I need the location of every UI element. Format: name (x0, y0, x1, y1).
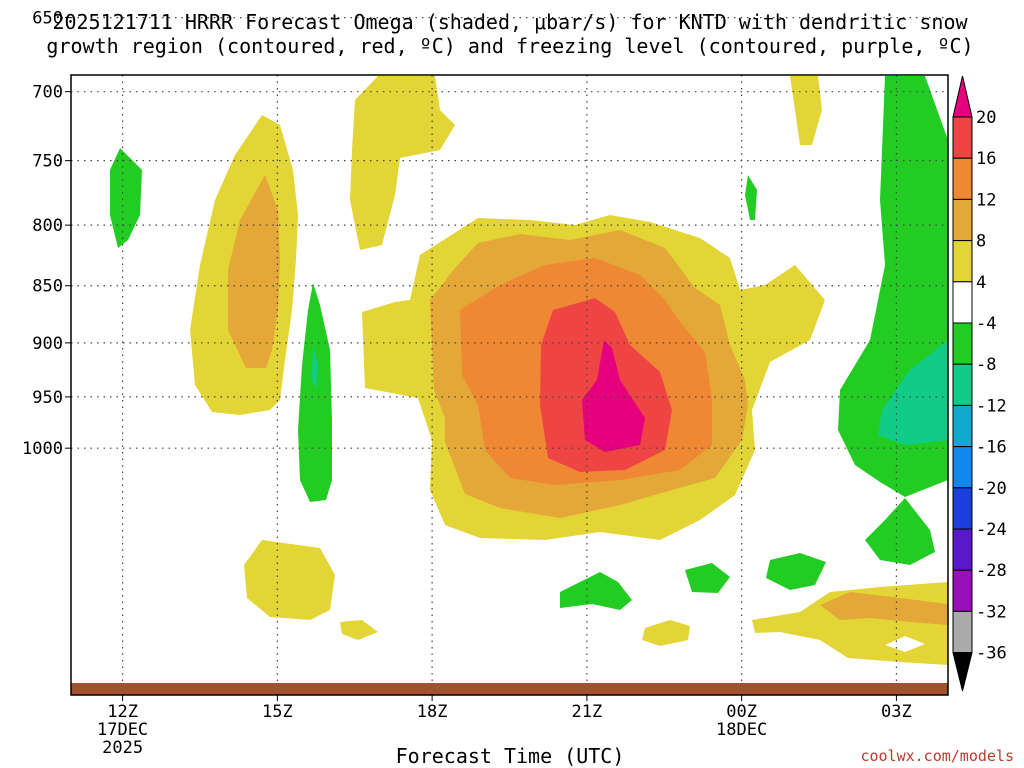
y-tick-label: 700 (32, 83, 63, 103)
x-tick-label: 00Z (726, 702, 757, 722)
y-tick-label: 650 (32, 9, 63, 29)
y-tick-label: 950 (32, 388, 63, 408)
omega-neg-low-d (560, 572, 632, 610)
x-axis-label: Forecast Time (UTC) (396, 744, 625, 768)
colorbar-label: -20 (976, 479, 1007, 499)
x-tick-label: 03Z (881, 702, 912, 722)
colorbar-swatch (952, 363, 973, 406)
colorbar-label: -24 (976, 520, 1007, 540)
omega-neg-small-24z (745, 175, 757, 220)
colorbar-swatch (952, 487, 973, 530)
x-tick-label: 18DEC (716, 720, 767, 740)
colorbar-label: -4 (976, 314, 996, 334)
colorbar-swatch (952, 610, 973, 654)
colorbar-label: -32 (976, 602, 1007, 622)
y-axis: 2503003504004505005506006507007508008509… (22, 9, 71, 459)
x-tick-label: 18Z (417, 702, 448, 722)
omega-lowlevel-hole (885, 636, 925, 652)
omega-band-20 (582, 340, 645, 452)
colorbar-label: -16 (976, 438, 1007, 458)
omega-lowlevel-8 (820, 592, 948, 625)
colorbar-label: 20 (976, 108, 996, 128)
omega-neg-low-c (685, 563, 730, 593)
omega-tiny-blob-2 (642, 620, 690, 646)
omega-neg-right-inner (878, 340, 948, 445)
omega-neg-low-a (865, 498, 935, 565)
colorbar-swatch (952, 198, 973, 242)
colorbar-swatch (952, 404, 973, 448)
y-tick-label: 900 (32, 334, 63, 354)
plot-frame (70, 74, 949, 696)
colorbar-label: 4 (976, 273, 986, 293)
colorbar-label: 16 (976, 149, 996, 169)
x-tick-label: 2025 (102, 738, 143, 758)
colorbar-swatch (952, 569, 973, 612)
chart-title-line-1: 2025121711 HRRR Forecast Omega (shaded, … (52, 10, 968, 34)
y-tick-label: 800 (32, 216, 63, 236)
watermark: coolwx.com/models (860, 747, 1014, 765)
colorbar-swatch (952, 322, 973, 365)
colorbar-swatch (952, 528, 973, 571)
colorbar-label: 8 (976, 232, 986, 252)
omega-neg-column-16z (298, 283, 332, 502)
omega-neg-upper-left (110, 148, 142, 248)
colorbar: 20 16 12 8 4 -4 -8 -12 -16 -20 -24 -28 -32 -36 (952, 75, 1007, 692)
colorbar-under-triangle (952, 652, 973, 692)
colorbar-label: -8 (976, 355, 996, 375)
ground-surface (71, 683, 948, 695)
colorbar-swatch (952, 116, 973, 159)
omega-top-blob (350, 76, 455, 250)
x-tick-label: 12Z (107, 702, 138, 722)
omega-right-strip (790, 76, 822, 145)
colorbar-swatch (952, 281, 973, 324)
colorbar-swatch (952, 240, 973, 283)
colorbar-swatch (952, 157, 973, 200)
colorbar-label: -28 (976, 561, 1007, 581)
x-tick-label: 15Z (262, 702, 293, 722)
colorbar-label: -12 (976, 396, 1007, 416)
y-tick-label: 1000 (22, 439, 63, 459)
y-tick-label: 750 (32, 152, 63, 172)
colorbar-swatch (952, 446, 973, 489)
x-tick-label: 21Z (572, 702, 603, 722)
chart-title-line-2: growth region (contoured, red, ºC) and f… (46, 34, 973, 58)
colorbar-label: -36 (976, 644, 1007, 664)
omega-neg-column-inner (312, 345, 318, 390)
x-tick-label: 17DEC (97, 720, 148, 740)
colorbar-over-triangle (952, 75, 973, 118)
y-tick-label: 850 (32, 277, 63, 297)
omega-tiny-blob (340, 620, 378, 640)
omega-low-blob-15z (244, 540, 335, 620)
omega-neg-low-b (766, 553, 826, 590)
omega-shading (110, 76, 948, 665)
colorbar-label: 12 (976, 190, 996, 210)
omega-left-column-8 (228, 175, 280, 368)
